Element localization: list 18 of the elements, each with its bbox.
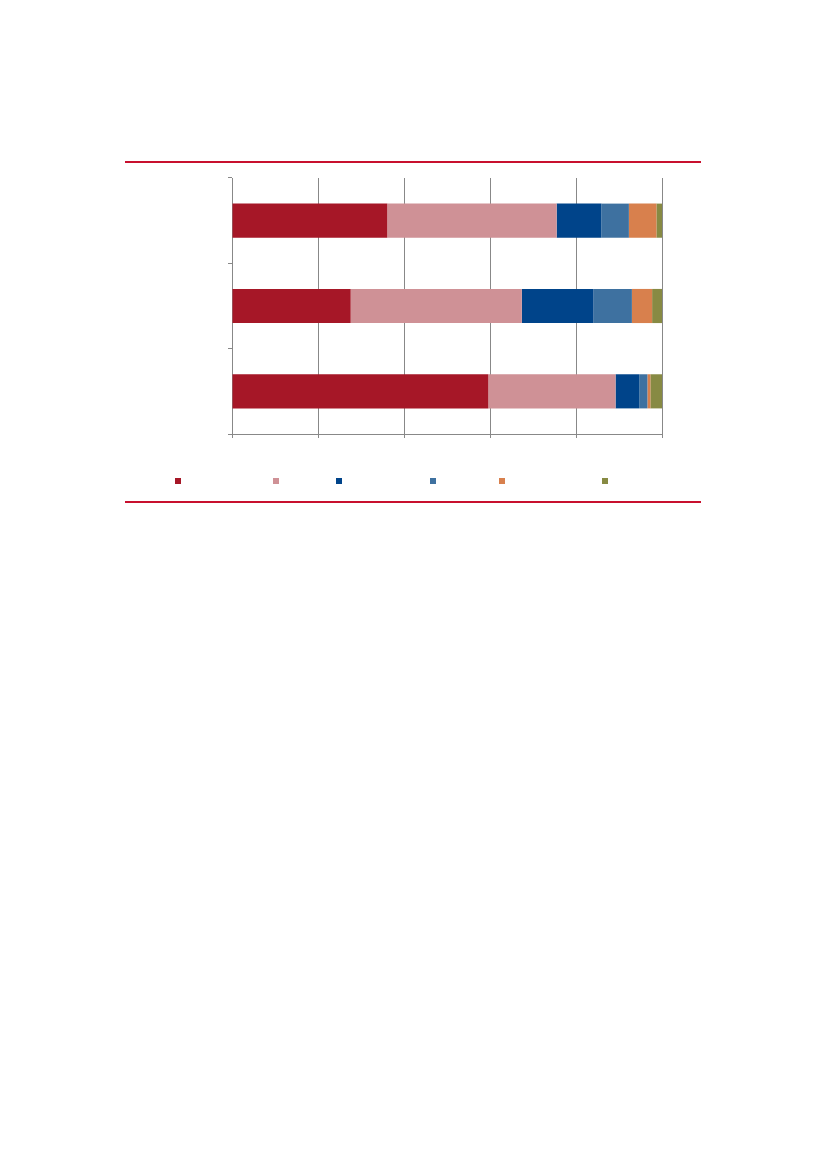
bar [656,203,662,238]
bar [631,288,653,324]
bar [639,374,648,409]
bar [232,203,388,238]
bar [628,203,657,238]
bar [232,288,351,324]
bar [615,374,640,409]
bar [387,203,557,238]
bar [488,374,616,409]
bar [601,203,629,238]
bar [652,288,662,324]
bar [232,374,489,409]
bar [350,288,522,324]
bar [647,374,651,409]
bar [556,203,602,238]
bar [650,374,662,409]
bar [593,288,632,324]
bar [521,288,594,324]
